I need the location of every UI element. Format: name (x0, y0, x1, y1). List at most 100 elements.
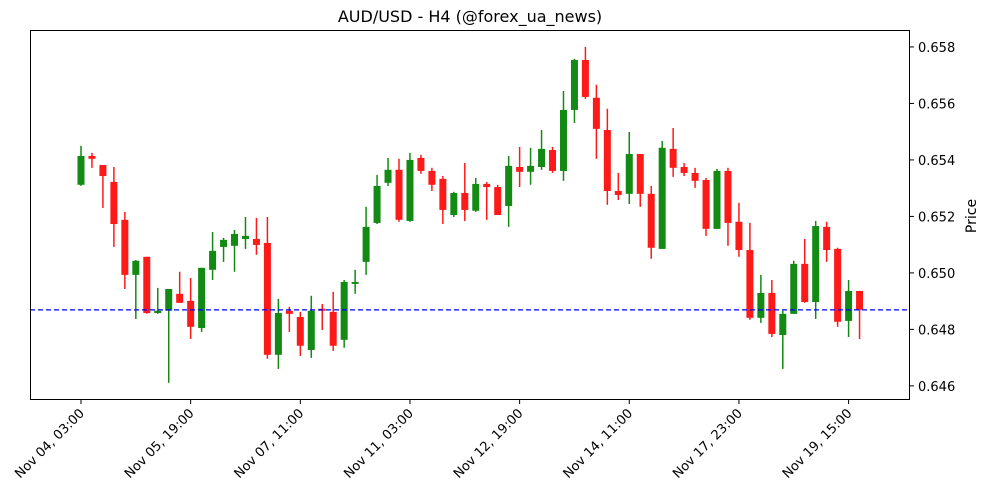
y-tick-label: 0.654 (918, 154, 955, 169)
x-tick-label: Nov 11, 03:00 (341, 406, 417, 482)
candle-body (417, 157, 425, 171)
y-tick-label: 0.646 (918, 380, 955, 395)
candle-body (823, 226, 831, 251)
plot-marks (30, 46, 910, 383)
candle-body (307, 310, 315, 351)
candle-body (483, 183, 491, 188)
candle (285, 306, 293, 332)
x-tick-label: Nov 19, 15:00 (780, 406, 856, 482)
candle (538, 129, 546, 170)
candle-body (505, 165, 513, 206)
candle (209, 231, 217, 280)
candle-body (77, 155, 85, 185)
candle-body (592, 97, 600, 129)
candle (472, 178, 480, 212)
candle (570, 58, 578, 123)
candle-body (252, 239, 260, 245)
candle (263, 216, 271, 359)
candle (845, 279, 853, 338)
candle-body (472, 183, 480, 211)
candle (505, 155, 513, 227)
candle-body (559, 109, 567, 171)
candle (110, 166, 118, 247)
candle-body (329, 311, 337, 346)
y-axis-label: Price (964, 199, 980, 233)
candle (581, 46, 589, 99)
candle (614, 172, 622, 201)
x-tick-label: Nov 17, 23:00 (670, 406, 746, 482)
x-tick-label: Nov 12, 19:00 (451, 406, 527, 482)
candle-body (461, 192, 469, 210)
candle (198, 267, 206, 332)
candle-body (779, 313, 787, 336)
candle (274, 298, 282, 369)
candle-body (603, 129, 611, 191)
candle (165, 289, 173, 383)
candle (549, 146, 557, 173)
candle (296, 311, 304, 356)
candle (384, 157, 392, 186)
candle (450, 191, 458, 217)
candle-body (494, 187, 502, 215)
candle-body (88, 155, 96, 159)
candle (669, 128, 677, 177)
candle-body (746, 250, 754, 318)
y-tick-label: 0.652 (918, 210, 955, 225)
candle-body (132, 260, 140, 275)
candle-body (614, 190, 622, 195)
candle-body (724, 170, 732, 223)
candle-body (362, 226, 370, 262)
candle-body (834, 248, 842, 322)
candle (779, 310, 787, 369)
candle-body (702, 179, 710, 229)
candle (373, 174, 381, 225)
candle (592, 84, 600, 159)
candle-body (757, 292, 765, 318)
candle-body (581, 59, 589, 97)
candle-body (220, 239, 228, 247)
candle-body (176, 293, 184, 303)
candle-body (768, 292, 776, 334)
candle-body (231, 233, 239, 246)
candle (834, 247, 842, 327)
candle-body (516, 166, 524, 172)
candle-body (187, 300, 195, 327)
candle (121, 211, 129, 289)
candle-body (395, 169, 403, 220)
candle (812, 220, 820, 319)
candle (417, 154, 425, 174)
candle (439, 176, 447, 225)
candle (88, 152, 96, 168)
plot-frame (30, 30, 910, 400)
candle-body (241, 235, 249, 240)
candle (99, 165, 107, 208)
candle (757, 274, 765, 323)
candle-body (680, 166, 688, 173)
chart-title: AUD/USD - H4 (@forex_ua_news) (338, 7, 602, 27)
candle-body (625, 153, 633, 194)
candle (516, 146, 524, 188)
candle (307, 295, 315, 358)
x-tick-label: Nov 04, 03:00 (12, 406, 88, 482)
candle-body (856, 290, 864, 310)
candle-body (406, 159, 414, 221)
candle (132, 259, 140, 319)
candle (494, 184, 502, 215)
candle (823, 221, 831, 262)
candle-body (527, 165, 535, 172)
candle-body (165, 289, 173, 311)
candle-body (439, 178, 447, 210)
candle (143, 256, 151, 314)
candle (856, 290, 864, 339)
candle (658, 141, 666, 249)
candle (220, 237, 228, 262)
candle (527, 147, 535, 185)
candle (187, 277, 195, 339)
candle-body (351, 281, 359, 284)
candle (340, 279, 348, 348)
candle (154, 287, 162, 314)
x-axis: Nov 04, 03:00 Nov 05, 19:00 Nov 07, 11:00 N… (12, 400, 855, 482)
candle-body (845, 290, 853, 321)
candle (768, 279, 776, 338)
candle (231, 229, 239, 272)
